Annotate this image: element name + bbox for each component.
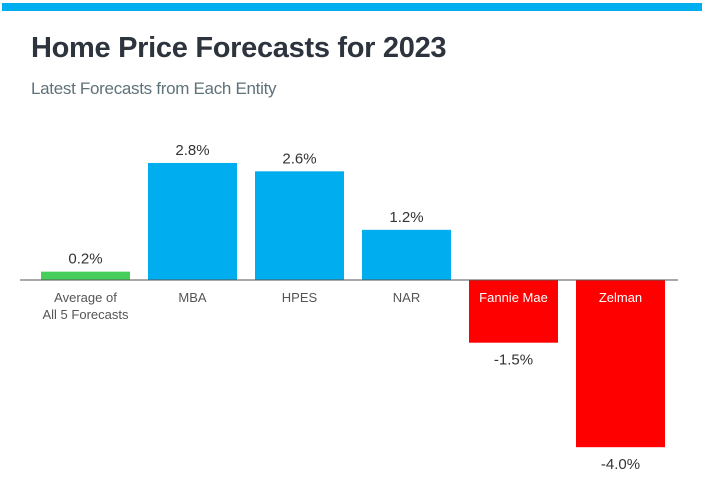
data-label-4: -1.5% [494, 352, 533, 369]
category-label-4: Fannie Mae [479, 290, 548, 305]
bar-3 [362, 229, 451, 280]
bar-0 [41, 271, 130, 280]
bar-4 [469, 280, 558, 343]
data-label-1: 2.8% [175, 142, 209, 159]
data-label-3: 1.2% [389, 209, 423, 226]
category-label-1: MBA [178, 290, 207, 305]
category-label-0-line1: All 5 Forecasts [43, 307, 129, 322]
bar-2 [255, 171, 344, 280]
data-label-5: -4.0% [601, 456, 640, 473]
chart-title: Home Price Forecasts for 2023 [31, 32, 447, 64]
top-accent-bar [2, 3, 702, 11]
category-label-0-line0: Average of [54, 290, 117, 305]
data-label-0: 0.2% [68, 251, 102, 268]
bar-5 [576, 280, 665, 448]
bar-1 [148, 162, 237, 280]
category-label-3: NAR [393, 290, 420, 305]
chart-subtitle: Latest Forecasts from Each Entity [31, 79, 277, 98]
data-label-2: 2.6% [282, 150, 316, 167]
category-label-2: HPES [282, 290, 318, 305]
category-label-5: Zelman [599, 290, 642, 305]
